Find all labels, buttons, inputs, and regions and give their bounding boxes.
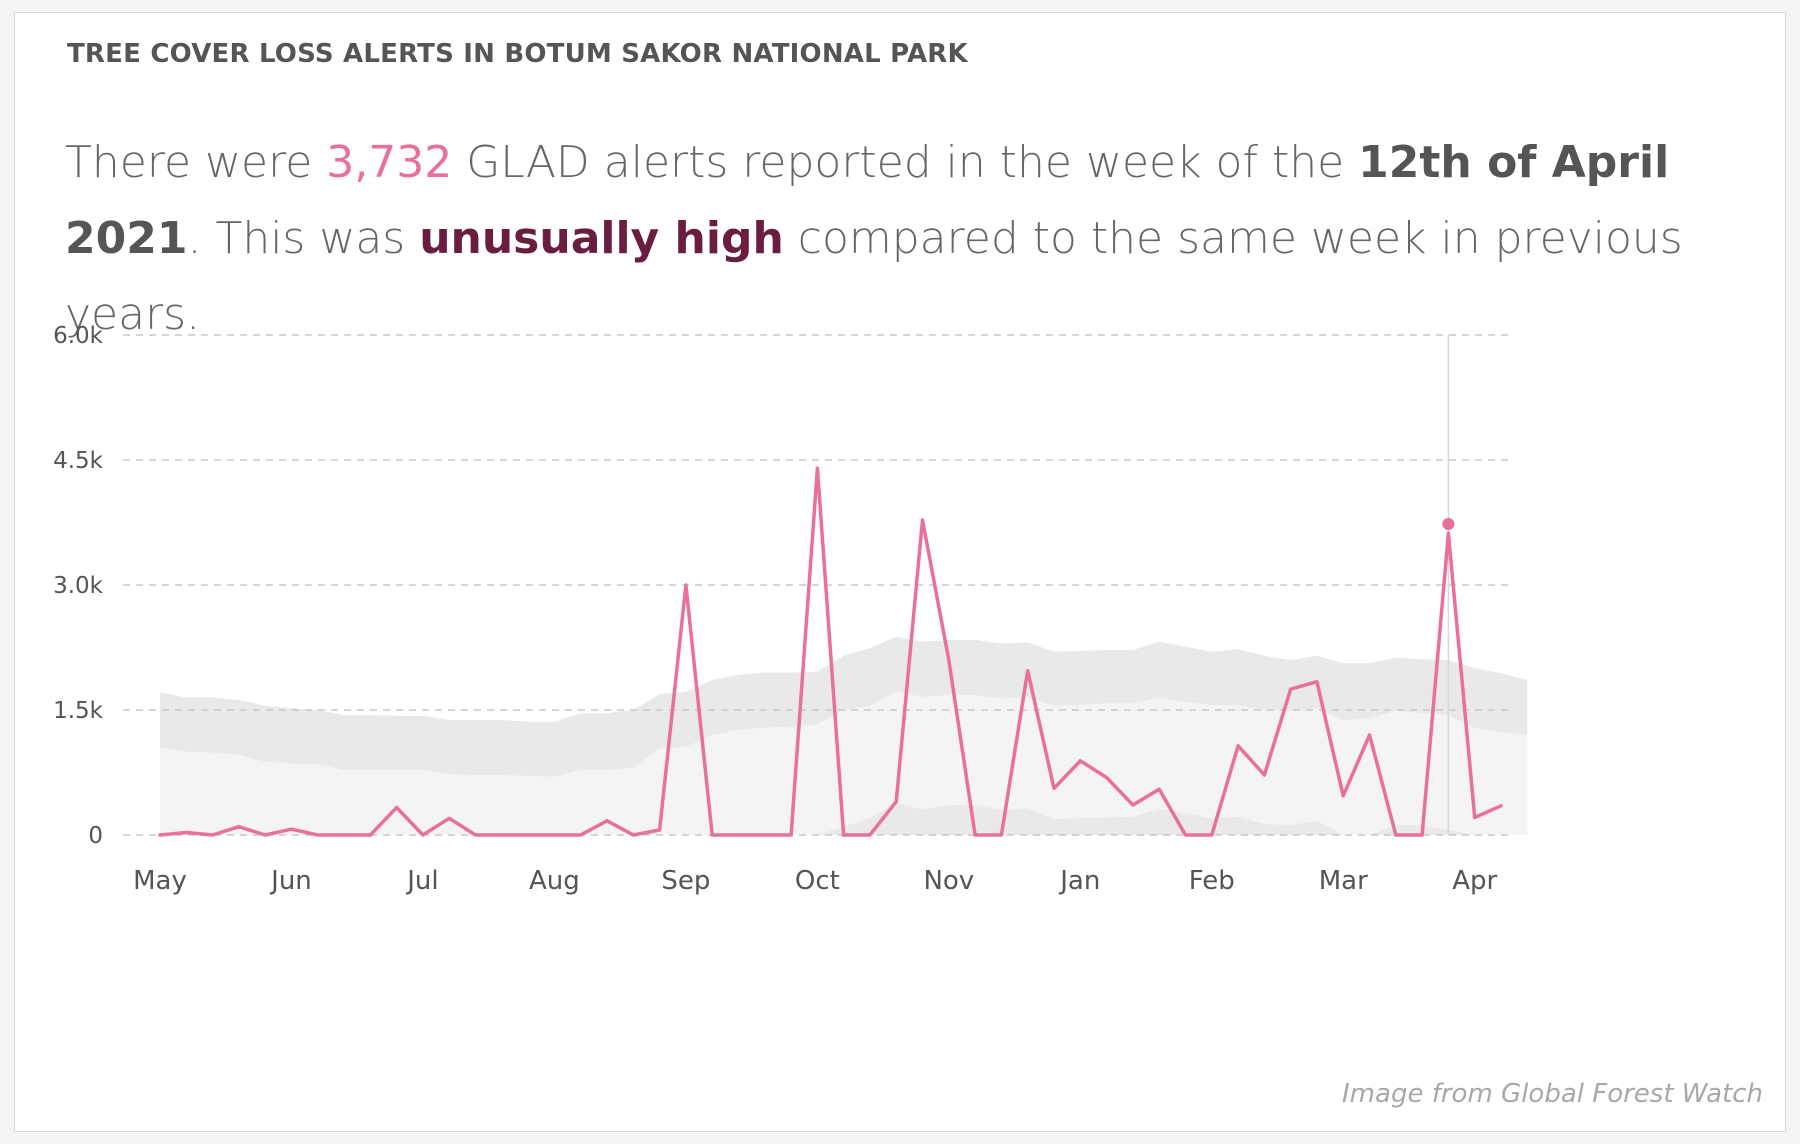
y-tick-label: 6.0k: [53, 323, 104, 349]
x-tick-label: May: [133, 866, 187, 896]
y-tick-label: 3.0k: [53, 573, 104, 599]
y-tick-label: 0: [88, 823, 103, 849]
summary-text-4: compared to the same week in previous ye…: [65, 213, 1683, 340]
y-tick-label: 4.5k: [53, 448, 104, 474]
x-tick-label: Jan: [1058, 866, 1100, 896]
summary-text-1: There were: [65, 137, 327, 188]
inner-band: [160, 691, 1528, 835]
x-tick-label: Feb: [1189, 866, 1235, 896]
image-credit: Image from Global Forest Watch: [1342, 1079, 1763, 1109]
summary-text-3: . This was: [187, 213, 420, 264]
summary-text-2: GLAD alerts reported in the week of the: [452, 137, 1359, 188]
x-tick-label: Oct: [795, 866, 840, 896]
alerts-line: [158, 466, 1503, 837]
chart-title: TREE COVER LOSS ALERTS IN BOTUM SAKOR NA…: [67, 39, 968, 69]
alerts-chart: 0 1.5k 3.0k 4.5k 6.0k May Jun Jul Aug Sep Oct Nov J…: [53, 323, 1528, 896]
x-tick-label: Apr: [1452, 866, 1497, 896]
x-tick-label: Sep: [661, 866, 710, 896]
x-tick-label: Jun: [269, 866, 312, 896]
week-date: 12th of April 2021: [65, 137, 1670, 264]
chart-card: TREE COVER LOSS ALERTS IN BOTUM SAKOR NA…: [14, 12, 1786, 1132]
x-tick-label: Mar: [1319, 866, 1368, 896]
x-tick-label: Nov: [923, 866, 974, 896]
summary-sentence: There were 3,732 GLAD alerts reported in…: [65, 125, 1765, 353]
highlight-point: [1442, 518, 1455, 530]
x-tick-label: Aug: [529, 866, 580, 896]
y-tick-label: 1.5k: [53, 698, 104, 724]
alert-count: 3,732: [326, 137, 453, 188]
status-label: unusually high: [419, 213, 784, 264]
x-tick-label: Jul: [405, 866, 438, 896]
